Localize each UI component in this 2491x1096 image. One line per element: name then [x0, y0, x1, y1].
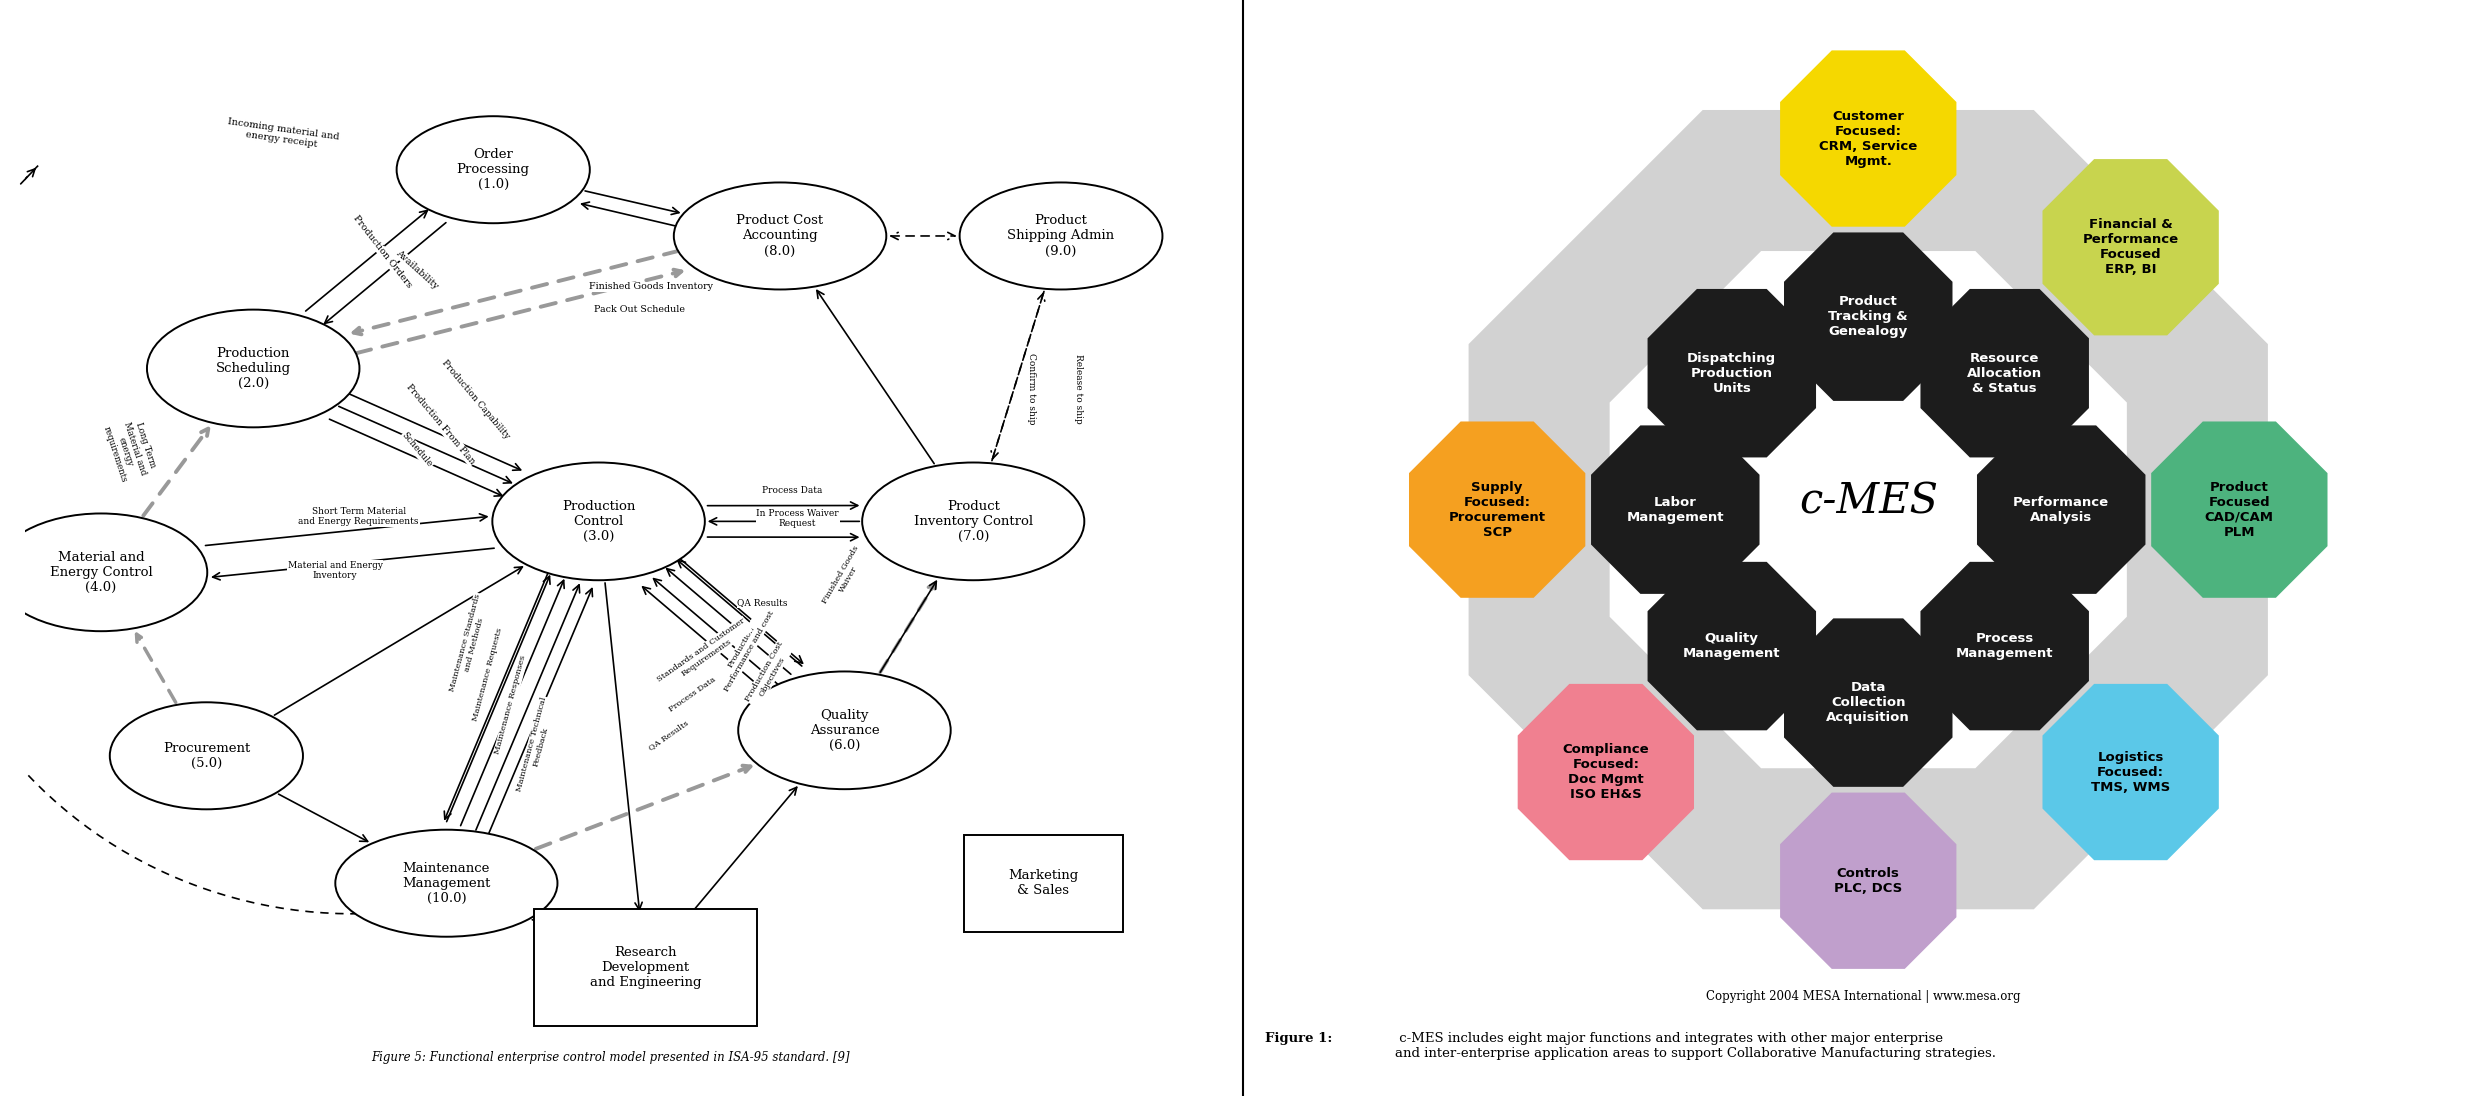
Text: Finished Goods Inventory: Finished Goods Inventory [590, 283, 712, 292]
Polygon shape [2043, 684, 2219, 860]
Text: Availability: Availability [394, 249, 441, 290]
Text: Confirm to ship: Confirm to ship [1026, 353, 1036, 424]
Text: Standards and Customer
Requirements: Standards and Customer Requirements [655, 617, 752, 692]
Text: Resource
Allocation
& Status: Resource Allocation & Status [1968, 352, 2043, 395]
Polygon shape [1784, 232, 1953, 401]
Text: Process Data: Process Data [668, 675, 717, 713]
Text: QA Results: QA Results [648, 719, 690, 752]
Ellipse shape [336, 830, 558, 937]
Text: Maintenance Requests: Maintenance Requests [471, 627, 503, 722]
Text: Marketing
& Sales: Marketing & Sales [1009, 869, 1079, 898]
Text: Maintenance
Management
(10.0): Maintenance Management (10.0) [401, 861, 491, 904]
Polygon shape [1609, 251, 2127, 768]
Text: Supply
Focused:
Procurement
SCP: Supply Focused: Procurement SCP [1450, 481, 1544, 538]
Text: Release to ship: Release to ship [1074, 354, 1084, 424]
Text: Research
Development
and Engineering: Research Development and Engineering [590, 946, 700, 990]
Text: Production
Control
(3.0): Production Control (3.0) [563, 500, 635, 543]
Text: In Process Waiver
Request: In Process Waiver Request [757, 509, 839, 528]
Ellipse shape [862, 463, 1084, 580]
Text: QA Results: QA Results [737, 598, 787, 607]
Text: Product
Inventory Control
(7.0): Product Inventory Control (7.0) [914, 500, 1034, 543]
Polygon shape [1647, 289, 1816, 457]
Text: Production From Plan: Production From Plan [404, 383, 476, 466]
Polygon shape [1647, 562, 1816, 730]
Text: Material and Energy
Inventory: Material and Energy Inventory [286, 560, 384, 580]
Text: Product Cost
Accounting
(8.0): Product Cost Accounting (8.0) [737, 215, 825, 258]
Text: Maintenance Responses: Maintenance Responses [493, 654, 528, 755]
Text: Production Orders: Production Orders [351, 214, 414, 289]
Text: Financial &
Performance
Focused
ERP, BI: Financial & Performance Focused ERP, BI [2082, 218, 2180, 276]
Polygon shape [1592, 425, 1759, 594]
Text: Copyright 2004 MESA International | www.mesa.org: Copyright 2004 MESA International | www.… [1706, 990, 2020, 1003]
Text: Process
Management: Process Management [1955, 632, 2053, 660]
Ellipse shape [737, 672, 952, 789]
Text: Compliance
Focused:
Doc Mgmt
ISO EH&S: Compliance Focused: Doc Mgmt ISO EH&S [1562, 743, 1649, 801]
Text: Procurement
(5.0): Procurement (5.0) [162, 742, 249, 769]
Text: Order
Processing
(1.0): Order Processing (1.0) [456, 148, 531, 191]
Text: c-MES includes eight major functions and integrates with other major enterprise
: c-MES includes eight major functions and… [1395, 1032, 1995, 1061]
Ellipse shape [493, 463, 705, 580]
Text: Figure 5: Functional enterprise control model presented in ISA-95 standard. [9]: Figure 5: Functional enterprise control … [371, 1051, 849, 1064]
Text: Production Cost
Objectives: Production Cost Objectives [745, 640, 792, 708]
Text: Logistics
Focused:
TMS, WMS: Logistics Focused: TMS, WMS [2090, 751, 2170, 794]
Polygon shape [1921, 562, 2090, 730]
Text: Quality
Assurance
(6.0): Quality Assurance (6.0) [810, 709, 879, 752]
Text: Long Term
Material and
energy
requirements: Long Term Material and energy requiremen… [102, 416, 159, 484]
Polygon shape [1921, 289, 2090, 457]
Text: Data
Collection
Acquisition: Data Collection Acquisition [1826, 681, 1911, 724]
Ellipse shape [110, 703, 304, 809]
Text: Product
Shipping Admin
(9.0): Product Shipping Admin (9.0) [1006, 215, 1113, 258]
Text: Figure 1:: Figure 1: [1265, 1032, 1333, 1046]
Bar [533, 910, 757, 1027]
Text: Schedule: Schedule [401, 431, 433, 469]
Polygon shape [1978, 425, 2145, 594]
Polygon shape [2152, 422, 2327, 597]
Ellipse shape [147, 309, 359, 427]
Text: Customer
Focused:
CRM, Service
Mgmt.: Customer Focused: CRM, Service Mgmt. [1818, 110, 1918, 168]
Ellipse shape [673, 182, 887, 289]
Text: Production Capability: Production Capability [441, 357, 511, 441]
Text: Labor
Management: Labor Management [1627, 495, 1724, 524]
Ellipse shape [0, 513, 207, 631]
Text: Product
Focused
CAD/CAM
PLM: Product Focused CAD/CAM PLM [2205, 481, 2274, 538]
Text: Pack Out Schedule: Pack Out Schedule [593, 305, 685, 313]
Text: Maintenance Standards
and Methods: Maintenance Standards and Methods [448, 593, 491, 695]
Text: Quality
Management: Quality Management [1684, 632, 1781, 660]
Text: c-MES: c-MES [1799, 480, 1938, 522]
Polygon shape [1781, 792, 1955, 969]
Text: Production
Scheduling
(2.0): Production Scheduling (2.0) [217, 347, 291, 390]
Text: Finished Goods
Waiver: Finished Goods Waiver [820, 545, 869, 610]
Text: Material and
Energy Control
(4.0): Material and Energy Control (4.0) [50, 551, 152, 594]
Polygon shape [1410, 422, 1584, 597]
Text: Incoming material and
energy receipt: Incoming material and energy receipt [224, 116, 339, 151]
Ellipse shape [396, 116, 590, 224]
Polygon shape [1470, 110, 2267, 910]
Polygon shape [2043, 159, 2219, 335]
Text: Process Data: Process Data [762, 487, 822, 495]
Text: Controls
PLC, DCS: Controls PLC, DCS [1833, 867, 1903, 894]
Text: Production
Performance and cost: Production Performance and cost [715, 605, 775, 693]
Text: Short Term Material
and Energy Requirements: Short Term Material and Energy Requireme… [299, 506, 418, 526]
Text: Dispatching
Production
Units: Dispatching Production Units [1686, 352, 1776, 395]
Polygon shape [1784, 618, 1953, 787]
Text: Product
Tracking &
Genealogy: Product Tracking & Genealogy [1828, 295, 1908, 339]
Text: Maintenance Technical
Feedback: Maintenance Technical Feedback [516, 696, 558, 795]
Text: Performance
Analysis: Performance Analysis [2013, 495, 2110, 524]
Ellipse shape [959, 182, 1163, 289]
Bar [964, 835, 1123, 932]
Polygon shape [1781, 50, 1955, 227]
Polygon shape [1517, 684, 1694, 860]
